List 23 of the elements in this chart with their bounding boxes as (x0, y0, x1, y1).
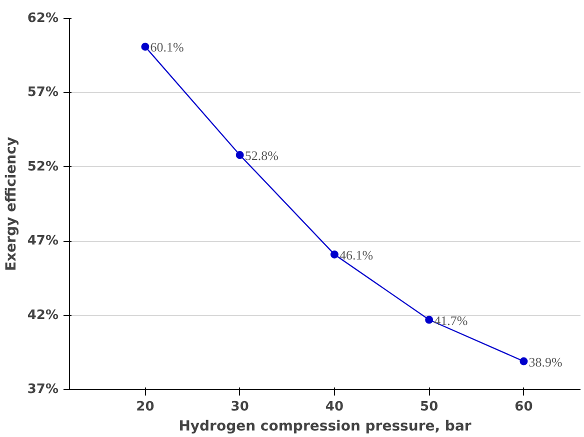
data-label: 38.9% (528, 354, 562, 370)
x-tick-label: 30 (230, 400, 249, 414)
y-tick-label: 47% (27, 234, 59, 249)
y-axis-title: Exergy efficiency (3, 136, 20, 272)
x-axis-title: Hydrogen compression pressure, bar (178, 418, 472, 434)
x-tick-label: 60 (514, 400, 533, 414)
y-tick-label: 37% (27, 382, 59, 397)
point (141, 42, 150, 51)
point (330, 250, 338, 258)
x-tick-label: 20 (136, 400, 154, 414)
point (520, 357, 528, 366)
y-tick-label: 52% (27, 159, 59, 174)
data-label: 41.7% (434, 312, 468, 328)
y-tick-label: 42% (27, 308, 59, 323)
x-tick-label: 50 (420, 400, 438, 414)
data-label: 60.1% (150, 40, 184, 55)
data-label: 52.8% (244, 148, 279, 164)
point (236, 151, 244, 160)
y-tick-label: 57% (27, 85, 59, 100)
point (425, 316, 434, 324)
data-label: 46.1% (339, 247, 374, 262)
y-tick-label: 62% (27, 11, 59, 26)
x-tick-label: 40 (325, 400, 344, 414)
